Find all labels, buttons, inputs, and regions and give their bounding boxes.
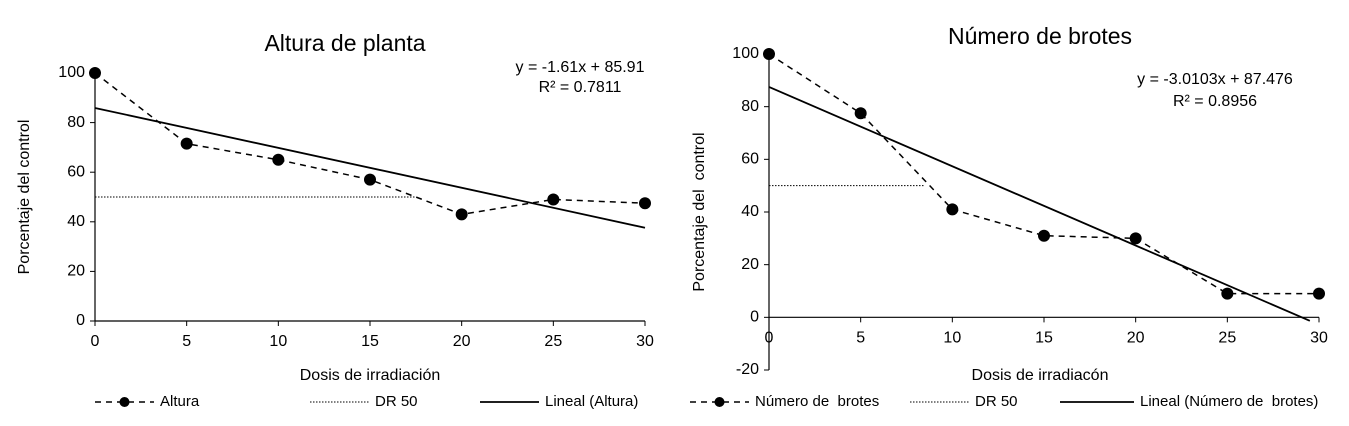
x-tick-label: 20 [1127,330,1145,347]
chart-title: Número de brotes [948,23,1132,49]
data-point [854,107,867,120]
y-tick-label: 0 [76,312,85,329]
legend-label: DR 50 [375,393,418,410]
y-tick-label: 20 [741,256,759,273]
y-tick-label: -20 [736,361,759,378]
data-point [272,153,285,166]
legend-label: Lineal (Altura) [545,393,638,410]
y-tick-label: 40 [741,203,759,220]
data-point [1313,287,1325,300]
y-tick-label: 100 [58,64,85,81]
data-point [763,48,775,60]
annotation: y = -3.0103x + 87.476 [1137,71,1293,88]
y-tick-label: 80 [741,98,759,115]
x-tick-label: 30 [1310,330,1328,347]
series-line [768,86,1311,322]
x-tick-label: 20 [453,333,471,350]
data-point [1129,232,1142,245]
data-point [1038,229,1050,242]
data-point [639,197,651,210]
data-point [547,193,560,206]
x-tick-label: 0 [91,333,100,350]
x-tick-label: 30 [636,333,654,350]
legend-marker [714,397,725,407]
legend-label: Altura [160,393,200,410]
annotation: R² = 0.8956 [1173,93,1257,110]
x-tick-label: 0 [765,330,774,347]
x-tick-label: 10 [269,333,287,350]
y-tick-label: 60 [741,151,759,168]
y-tick-label: 20 [67,263,85,280]
x-tick-label: 25 [1218,330,1236,347]
x-tick-label: 5 [182,333,191,350]
data-point [89,67,101,79]
annotation: R² = 0.7811 [539,79,622,96]
axis-title: Porcentaje del control [16,120,33,275]
y-tick-label: 80 [67,114,85,131]
legend-label: Número de brotes [755,393,879,410]
data-point [180,137,193,150]
axis-title: Porcentaje del control [691,132,708,291]
data-point [1221,287,1234,300]
legend-marker [119,397,130,407]
legend-label: Lineal (Número de brotes) [1140,393,1318,410]
series-line [768,53,1319,295]
axis-title: Dosis de irradiacón [972,367,1109,384]
axis-title: Dosis de irradiación [300,367,441,384]
data-point [946,203,959,216]
y-tick-label: 100 [732,45,759,62]
data-point [364,173,376,186]
x-tick-label: 15 [1035,330,1053,347]
y-tick-label: 60 [67,163,85,180]
data-point [455,208,468,221]
series-line [94,107,646,229]
legend-label: DR 50 [975,393,1018,410]
x-tick-label: 10 [943,330,961,347]
chart-title: Altura de planta [264,30,425,56]
y-tick-label: 40 [67,213,85,230]
x-tick-label: 5 [856,330,865,347]
y-tick-label: 0 [750,309,759,326]
annotation: y = -1.61x + 85.91 [516,59,645,76]
x-tick-label: 25 [544,333,562,350]
x-tick-label: 15 [361,333,379,350]
